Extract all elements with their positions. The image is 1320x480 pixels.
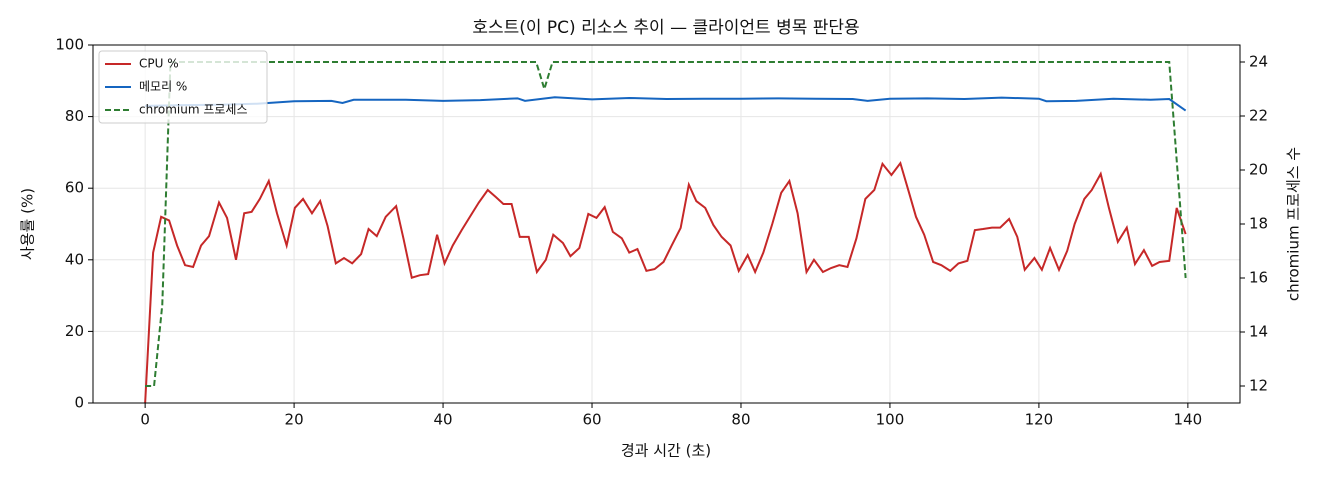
x-tick-label: 40: [434, 411, 453, 429]
y-tick-label: 80: [65, 107, 84, 125]
y2-tick-label: 14: [1249, 322, 1268, 340]
series-line: [145, 61, 1187, 387]
x-tick-label: 60: [582, 411, 601, 429]
x-tick-label: 100: [876, 411, 905, 429]
x-tick-label: 20: [285, 411, 304, 429]
plot-frame: [92, 44, 1241, 404]
y2-tick-label: 12: [1249, 376, 1268, 394]
x-tick-label: 0: [140, 411, 150, 429]
y2-tick-label: 22: [1249, 107, 1268, 125]
y2-tick-label: 16: [1249, 268, 1268, 286]
legend-label: 메모리 %: [139, 80, 187, 94]
y-tick-label: 100: [55, 36, 84, 54]
y2-tick-label: 20: [1249, 161, 1268, 179]
legend-box: [98, 50, 268, 124]
x-tick-label: 120: [1025, 411, 1054, 429]
y-axis-label: 사용률 (%): [19, 188, 37, 260]
y2-tick-label: 24: [1249, 53, 1268, 71]
y2-axis-label: chromium 프로세스 수: [1285, 147, 1303, 301]
legend-label: CPU %: [139, 57, 179, 71]
chart-title: 호스트(이 PC) 리소스 추이 — 클라이언트 병목 판단용: [472, 18, 859, 38]
y-tick-label: 20: [65, 322, 84, 340]
legend-label: chromium 프로세스: [139, 103, 248, 117]
x-tick-label: 140: [1174, 411, 1203, 429]
y-tick-label: 60: [65, 179, 84, 197]
series-line: [145, 96, 1187, 112]
y-tick-label: 40: [65, 250, 84, 268]
y-tick-label: 0: [74, 394, 84, 412]
y2-tick-label: 18: [1249, 215, 1268, 233]
x-tick-label: 80: [731, 411, 750, 429]
x-axis-label: 경과 시간 (초): [621, 442, 711, 460]
series-line: [144, 160, 1187, 404]
